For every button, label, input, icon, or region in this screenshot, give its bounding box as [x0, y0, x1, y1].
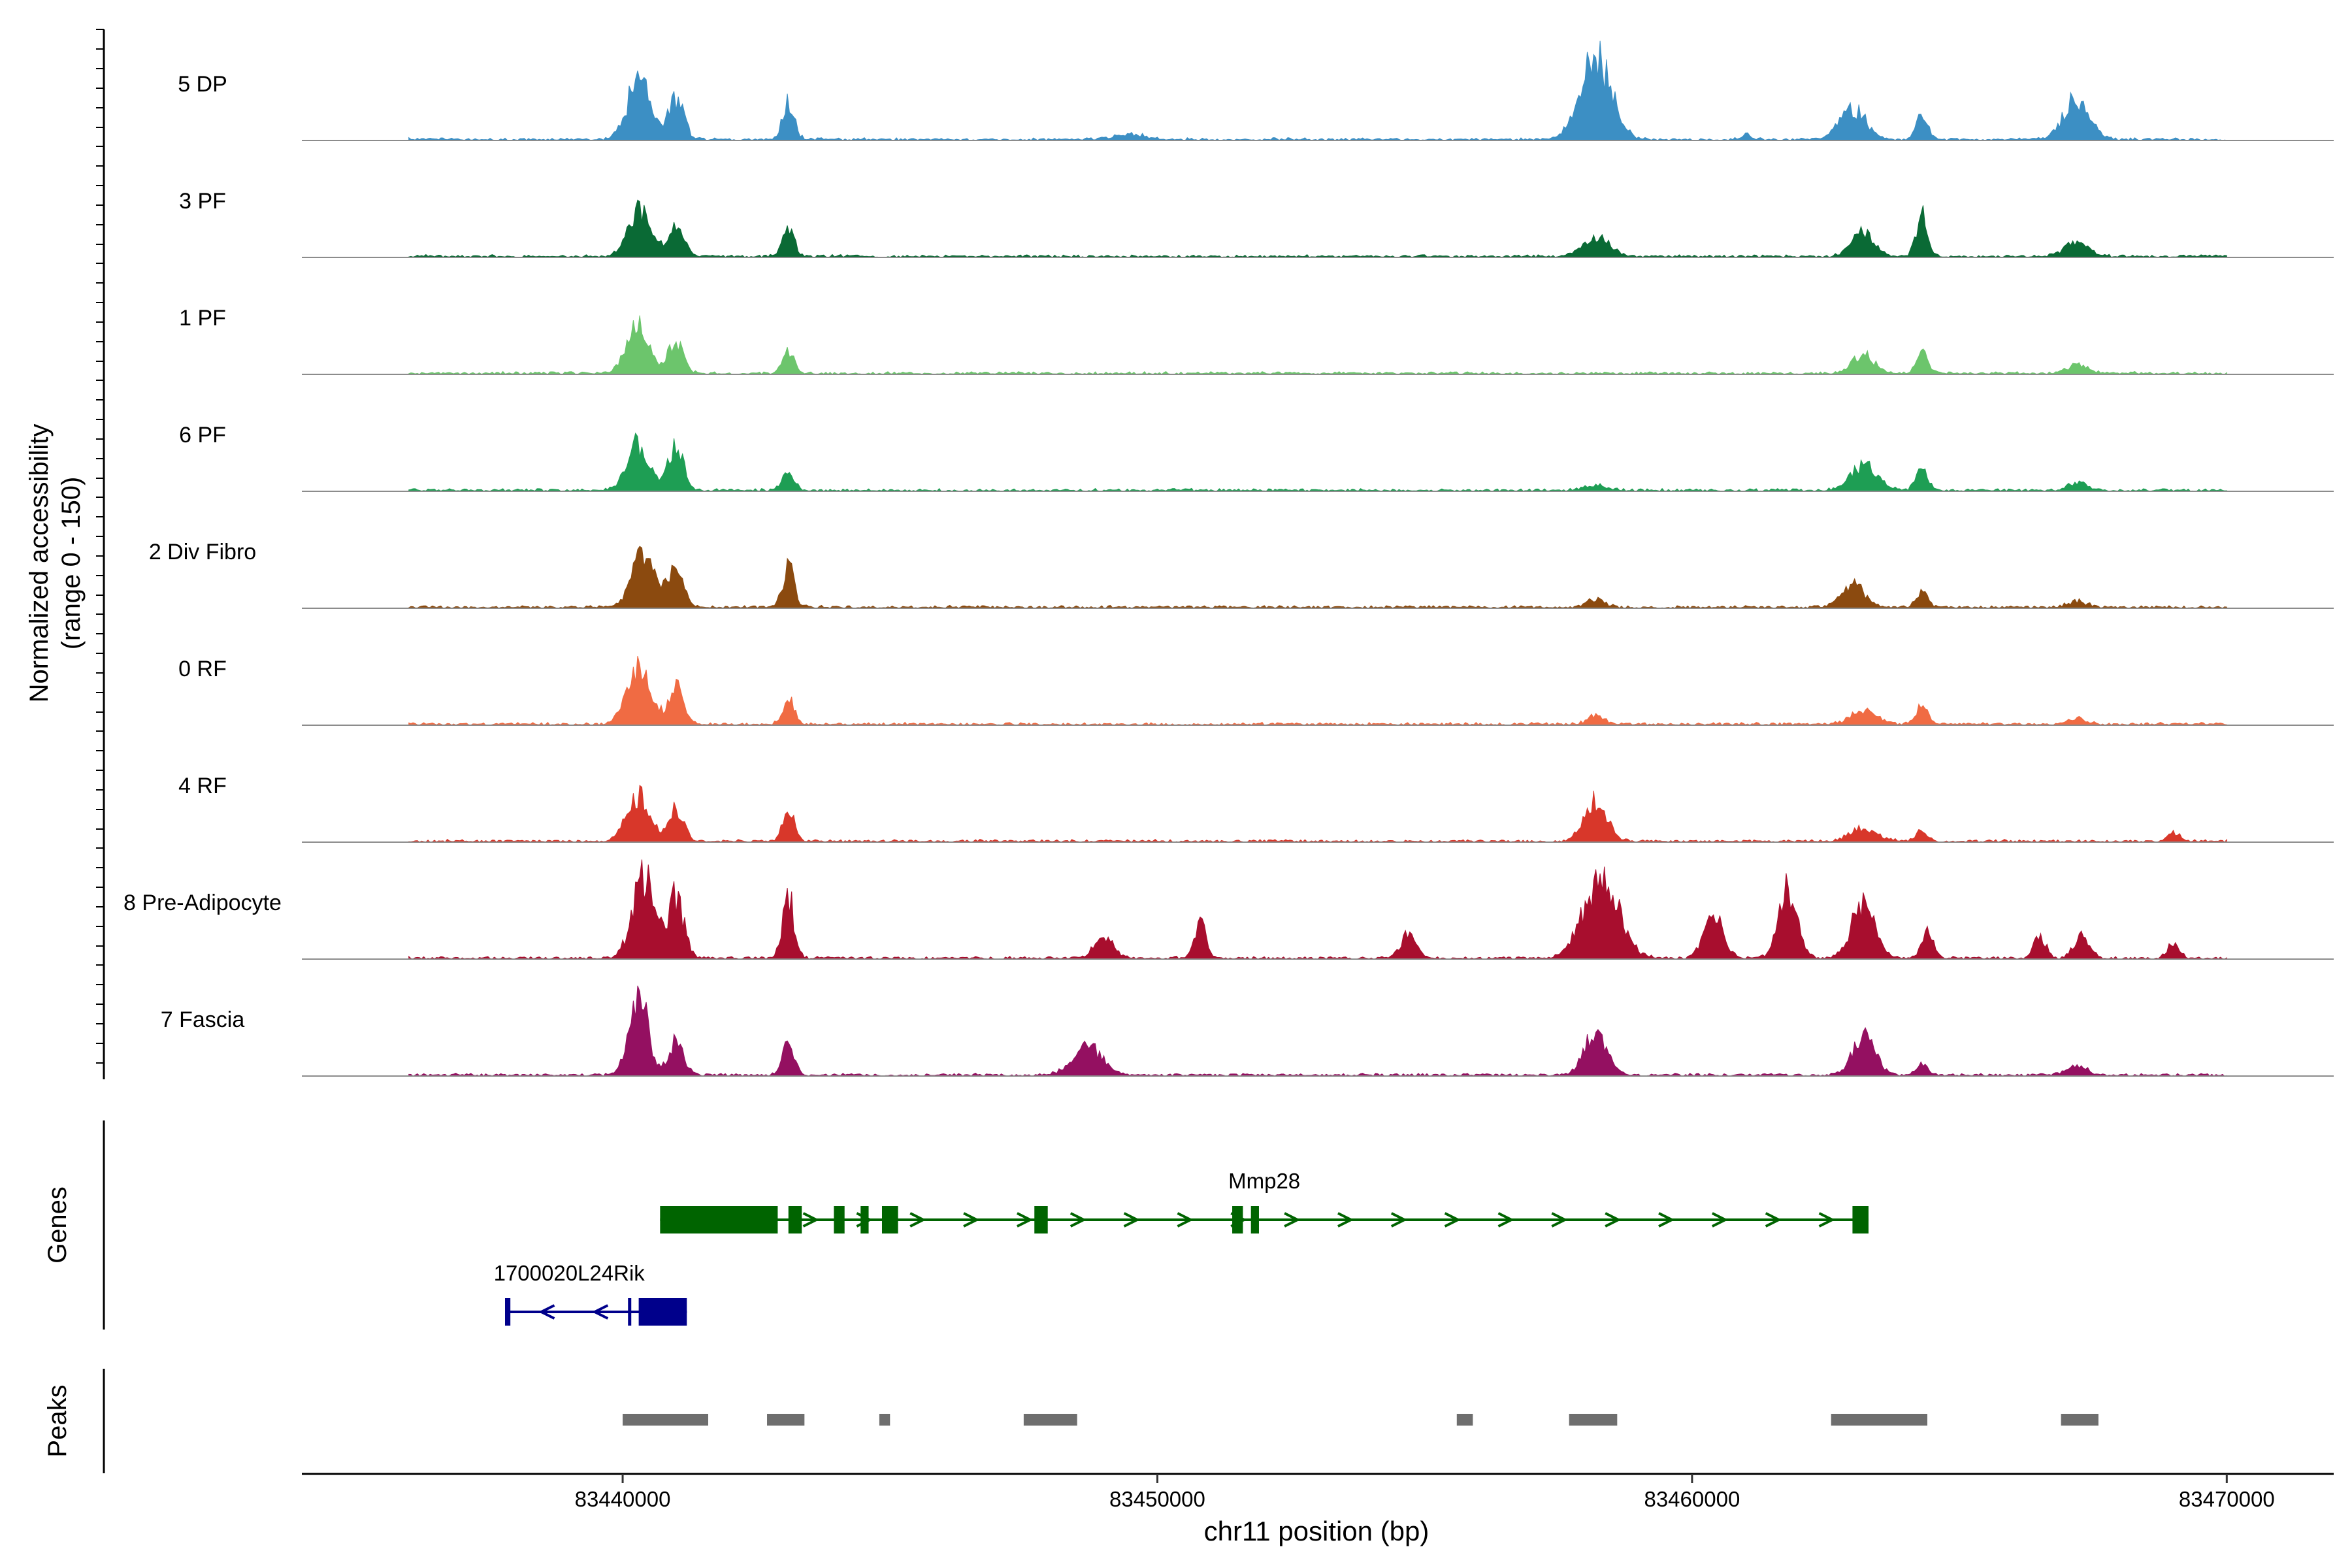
coverage-area-0: [408, 41, 2227, 141]
track-label: 7 Fascia: [161, 1007, 245, 1032]
exon: [881, 1206, 898, 1233]
coverage-area-1: [408, 199, 2227, 258]
coverage-area-5: [408, 655, 2227, 726]
track-label: 8 Pre-Adipocyte: [123, 890, 282, 915]
x-tick-label: 83470000: [2179, 1487, 2275, 1511]
strand-arrow: [1658, 1212, 1675, 1228]
strand-arrow: [1551, 1212, 1568, 1228]
exon: [788, 1206, 802, 1233]
strand-arrow: [1284, 1212, 1301, 1228]
strand-arrow: [1497, 1212, 1514, 1228]
peak-region: [1023, 1414, 1077, 1426]
coverage-area-4: [408, 546, 2227, 609]
exon: [1250, 1206, 1259, 1233]
gene-label: Mmp28: [1228, 1169, 1300, 1193]
exon: [660, 1206, 778, 1233]
strand-arrow: [1605, 1212, 1622, 1228]
peak-region: [1456, 1414, 1473, 1426]
strand-arrow: [538, 1304, 555, 1320]
track-label: 5 DP: [178, 72, 227, 97]
exon: [1034, 1206, 1048, 1233]
coverage-y-axis: [96, 29, 105, 1079]
track-label: 1 PF: [179, 306, 226, 331]
coverage-area-7: [408, 859, 2227, 960]
genes-axis-label: Genes: [43, 1186, 72, 1264]
peak-region: [879, 1414, 890, 1426]
peak-region: [1831, 1414, 1927, 1426]
coverage-area-6: [408, 785, 2227, 843]
peaks-axis-label: Peaks: [43, 1384, 72, 1457]
strand-arrow: [1818, 1212, 1835, 1228]
strand-arrow: [1711, 1212, 1729, 1228]
exon: [505, 1298, 511, 1326]
exon: [834, 1206, 845, 1233]
x-tick-label: 83440000: [575, 1487, 671, 1511]
peak-region: [767, 1414, 805, 1426]
strand-arrow: [1444, 1212, 1462, 1228]
strand-arrow: [1337, 1212, 1354, 1228]
peak-region-track: [623, 1414, 2099, 1426]
x-tick-label: 83460000: [1644, 1487, 1740, 1511]
track-label: 2 Div Fibro: [149, 540, 256, 564]
peak-region: [1569, 1414, 1618, 1426]
exon: [860, 1206, 869, 1233]
strand-arrow: [1123, 1212, 1141, 1228]
coverage-area-3: [408, 432, 2227, 492]
exon: [628, 1298, 632, 1326]
track-label: 0 RF: [178, 657, 227, 681]
peak-region: [2061, 1414, 2099, 1426]
strand-arrow: [1016, 1212, 1034, 1228]
y-axis-label-line2: (range 0 - 150): [57, 477, 86, 650]
strand-arrow: [1390, 1212, 1408, 1228]
strand-arrow: [1177, 1212, 1194, 1228]
x-axis-label: chr11 position (bp): [1204, 1516, 1429, 1546]
gene-annotation-track: Mmp28 1700020L24Rik: [494, 1169, 1869, 1326]
coverage-tracks: 5 DP 3 PF 1 PF 6 PF 2 Div Fibro 0 RF 4 RF 8 Pre…: [123, 41, 2334, 1077]
exon: [638, 1298, 687, 1326]
strand-arrow: [909, 1212, 926, 1228]
exon: [1232, 1206, 1243, 1233]
track-label: 3 PF: [179, 189, 226, 214]
y-axis-label-line1: Normalized accessibility: [25, 424, 54, 703]
strand-arrow: [1070, 1212, 1087, 1228]
gene-label: 1700020L24Rik: [494, 1261, 645, 1285]
coverage-area-2: [408, 315, 2227, 375]
strand-arrow: [802, 1212, 819, 1228]
strand-arrow: [591, 1304, 609, 1320]
x-axis-ticks: 83440000 83450000 83460000 83470000: [575, 1474, 2275, 1511]
strand-arrow: [963, 1212, 980, 1228]
x-tick-label: 83450000: [1109, 1487, 1205, 1511]
track-label: 4 RF: [178, 774, 227, 798]
track-label: 6 PF: [179, 423, 226, 448]
strand-arrow: [1765, 1212, 1782, 1228]
coverage-area-8: [408, 985, 2227, 1077]
peak-region: [623, 1414, 708, 1426]
exon: [1852, 1206, 1869, 1233]
